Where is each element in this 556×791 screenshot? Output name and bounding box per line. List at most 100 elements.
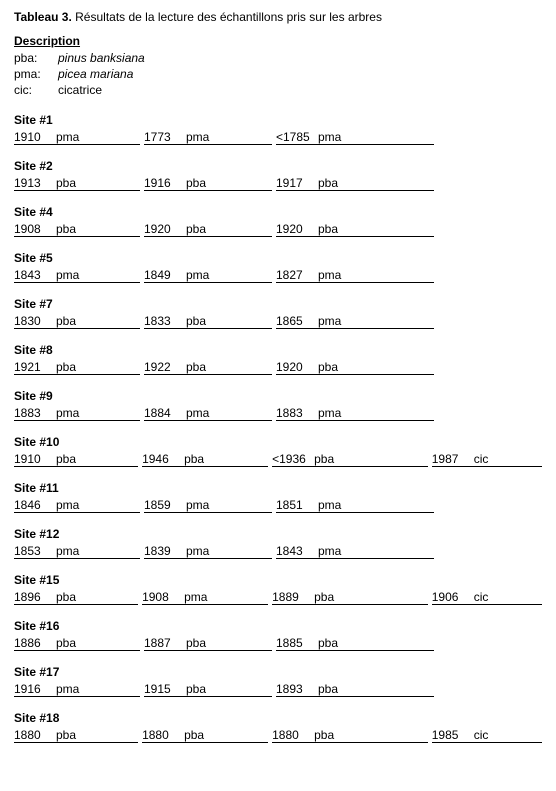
sample-row: 1846pma1859pma1851pma [14,497,542,513]
sample-cell: 1920pba [276,221,434,237]
sample-cell: 1910pma [14,129,140,145]
sample-type: pba [56,222,76,236]
sample-year: 1865 [276,314,312,328]
sample-year: 1889 [272,590,308,604]
sample-type: pba [56,314,76,328]
site-label: Site #10 [14,435,542,449]
sample-year: 1851 [276,498,312,512]
sample-type: pma [56,406,79,420]
sample-type: pma [318,544,341,558]
sample-cell: 1851pma [276,497,434,513]
sample-year: 1827 [276,268,312,282]
sample-row: 1916pma1915pba1893pba [14,681,542,697]
sample-cell: <1936 pba [272,451,428,467]
sample-type: pba [314,728,334,742]
sample-cell: 1908 pba [14,221,140,237]
site-label: Site #1 [14,113,542,127]
site-label: Site #16 [14,619,542,633]
sample-cell: 1921pba [14,359,140,375]
sample-year: <1785 [276,130,312,144]
sample-year: 1922 [144,360,180,374]
site-block: Site #121853pma1839pma1843pma [14,527,542,559]
sample-year: 1987 [432,452,468,466]
site-label: Site #8 [14,343,542,357]
sample-year: 1917 [276,176,312,190]
sample-row: 1908 pba 1920pba1920pba [14,221,542,237]
sample-type: pma [318,406,341,420]
legend-row: pba: pinus banksiana [14,50,542,66]
sites-list: Site #11910pma1773pma<1785pmaSite #21913… [14,113,542,743]
sample-type: pba [184,452,204,466]
site-block: Site #17 1916pma1915pba1893pba [14,665,542,697]
site-block: Site #51843pma1849pma1827pma [14,251,542,283]
site-label: Site #4 [14,205,542,219]
sample-cell: 1853pma [14,543,140,559]
sample-year: 1910 [14,130,50,144]
sample-type: pba [184,728,204,742]
site-block: Site #91883pma1884pma1883pma [14,389,542,421]
sample-type: pma [186,544,209,558]
site-label: Site #11 [14,481,542,495]
sample-type: pba [318,636,338,650]
sample-year: 1985 [432,728,468,742]
sample-type: cic [474,590,489,604]
site-label: Site #17 [14,665,542,679]
site-label: Site #2 [14,159,542,173]
sample-row: 1921pba1922pba1920pba [14,359,542,375]
sample-year: 1849 [144,268,180,282]
sample-cell: <1785pma [276,129,434,145]
sample-year: 1886 [14,636,50,650]
site-block: Site #11 1846pma1859pma1851pma [14,481,542,513]
legend-row: cic:cicatrice [14,82,542,98]
sample-year: 1883 [14,406,50,420]
sample-year: 1908 [14,222,50,236]
sample-type: pma [56,268,79,282]
sample-year: 1906 [432,590,468,604]
sample-row: 1843pma1849pma1827pma [14,267,542,283]
sample-cell: 1916pma [14,681,140,697]
site-block: Site #181880pba1880pba1880pba1985cic [14,711,542,743]
sample-type: cic [474,452,489,466]
sample-year: 1921 [14,360,50,374]
sample-year: 1920 [276,222,312,236]
site-label: Site #5 [14,251,542,265]
site-block: Site #21913pba1916pba1917pba [14,159,542,191]
sample-cell: 1880pba [272,727,428,743]
title-rest: Résultats de la lecture des échantillons… [75,10,382,24]
sample-year: 1885 [276,636,312,650]
sample-type: pma [318,268,341,282]
sample-cell: 1917pba [276,175,434,191]
sample-year: 1913 [14,176,50,190]
sample-type: pma [186,130,209,144]
site-block: Site #4 1908 pba 1920pba1920pba [14,205,542,237]
legend-row: pma:picea mariana [14,66,542,82]
sample-year: 1833 [144,314,180,328]
sample-type: pma [56,682,79,696]
sample-year: 1896 [14,590,50,604]
sample-type: pba [186,360,206,374]
description-heading: Description [14,34,542,48]
sample-type: pma [184,590,207,604]
sample-type: pma [186,268,209,282]
site-label: Site #18 [14,711,542,725]
site-label: Site #9 [14,389,542,403]
site-block: Site #81921pba1922pba1920pba [14,343,542,375]
sample-year: <1936 [272,452,308,466]
sample-cell: 1920pba [144,221,272,237]
sample-cell: 1893pba [276,681,434,697]
sample-year: 1887 [144,636,180,650]
legend-def: pinus banksiana [58,50,145,66]
legend-abbr: pba: [14,50,48,66]
sample-cell: 1883pma [276,405,434,421]
sample-row: 1853pma1839pma1843pma [14,543,542,559]
sample-cell: 1908pma [142,589,268,605]
sample-cell: 1865pma [276,313,434,329]
sample-cell: 1887pba [144,635,272,651]
sample-type: pba [56,590,76,604]
site-label: Site #7 [14,297,542,311]
sample-type: pba [314,452,334,466]
sample-cell: 1910pba [14,451,138,467]
legend-abbr: pma: [14,66,48,82]
description-block: Description pba: pinus banksianapma:picea… [14,34,542,99]
sample-year: 1880 [14,728,50,742]
